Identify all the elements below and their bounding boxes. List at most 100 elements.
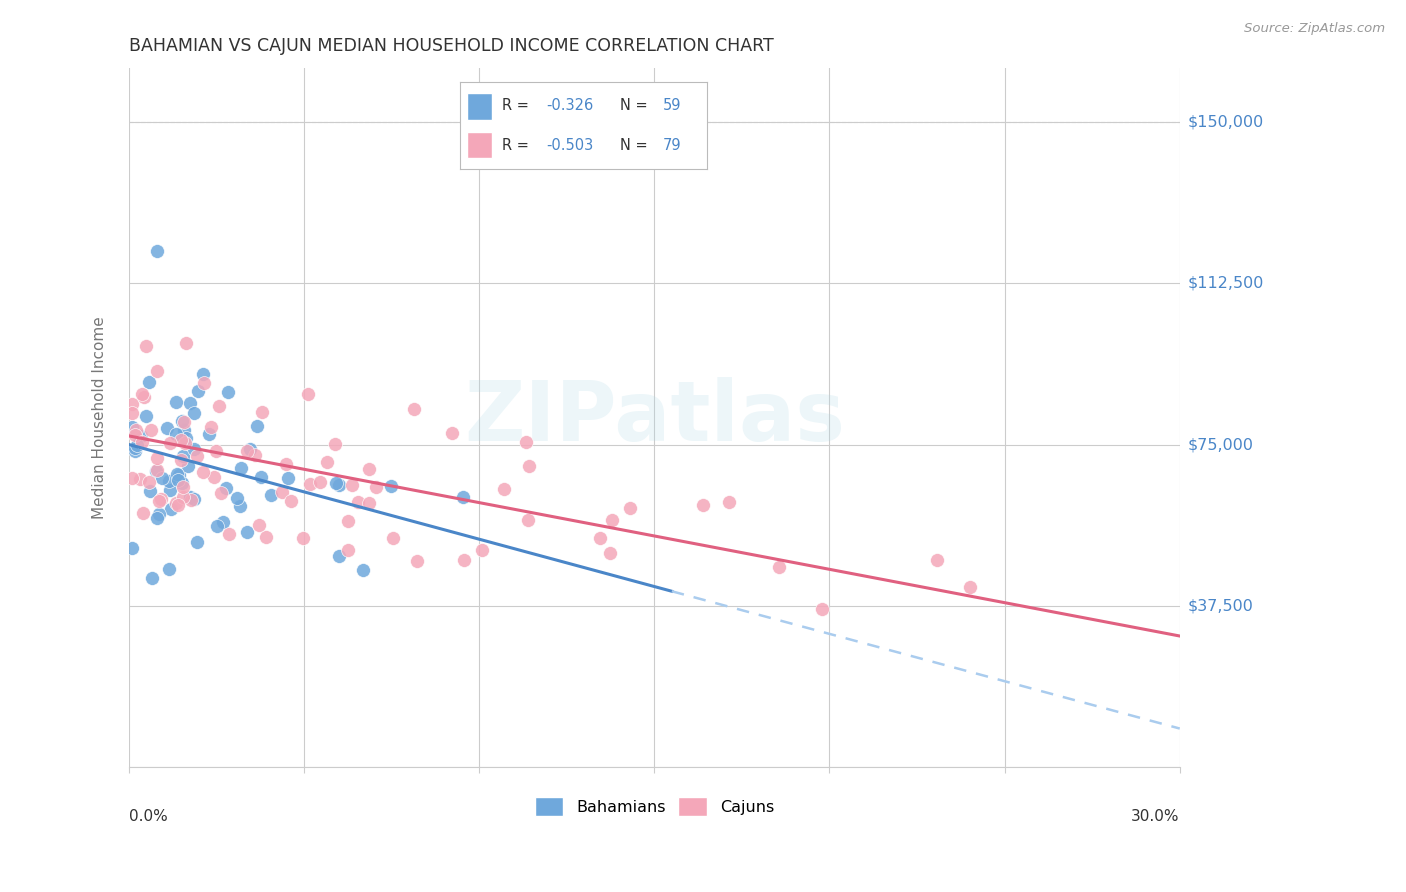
- Text: BAHAMIAN VS CAJUN MEDIAN HOUSEHOLD INCOME CORRELATION CHART: BAHAMIAN VS CAJUN MEDIAN HOUSEHOLD INCOM…: [129, 37, 773, 55]
- Point: [492, 483, 515, 497]
- Point: [211, 515, 233, 529]
- Point: [692, 498, 714, 512]
- Point: [364, 480, 387, 494]
- Point: [298, 477, 321, 491]
- Point: [328, 477, 350, 491]
- Point: [193, 367, 215, 381]
- Point: [125, 423, 148, 437]
- Point: [193, 376, 215, 391]
- Point: [149, 492, 172, 507]
- Point: [198, 427, 221, 442]
- Point: [309, 475, 332, 489]
- Point: [150, 470, 173, 484]
- Point: [165, 496, 187, 510]
- Point: [174, 431, 197, 445]
- Point: [280, 493, 302, 508]
- Text: ZIPatlas: ZIPatlas: [464, 377, 845, 458]
- Point: [226, 491, 249, 506]
- Point: [402, 402, 425, 417]
- Point: [173, 423, 195, 437]
- Point: [132, 506, 155, 520]
- Point: [156, 421, 179, 435]
- Point: [315, 455, 337, 469]
- Text: Source: ZipAtlas.com: Source: ZipAtlas.com: [1244, 22, 1385, 36]
- Point: [146, 450, 169, 465]
- Point: [183, 442, 205, 456]
- Point: [172, 490, 194, 504]
- Point: [165, 395, 187, 409]
- Point: [148, 507, 170, 521]
- Point: [337, 543, 360, 558]
- Point: [254, 530, 277, 544]
- Point: [323, 437, 346, 451]
- Point: [405, 554, 427, 568]
- Point: [157, 562, 180, 576]
- Point: [357, 462, 380, 476]
- Point: [325, 475, 347, 490]
- Point: [172, 449, 194, 463]
- Point: [250, 405, 273, 419]
- Point: [589, 531, 612, 545]
- Text: $112,500: $112,500: [1188, 276, 1264, 291]
- Point: [243, 448, 266, 462]
- Text: $37,500: $37,500: [1188, 599, 1254, 614]
- Point: [274, 457, 297, 471]
- Point: [200, 420, 222, 434]
- Point: [121, 397, 143, 411]
- Point: [277, 471, 299, 485]
- Point: [292, 531, 315, 545]
- Point: [124, 444, 146, 458]
- Text: $75,000: $75,000: [1188, 437, 1254, 452]
- Point: [380, 479, 402, 493]
- Point: [141, 571, 163, 585]
- Point: [146, 364, 169, 378]
- Point: [247, 517, 270, 532]
- Point: [146, 511, 169, 525]
- Point: [139, 424, 162, 438]
- Point: [172, 480, 194, 494]
- Point: [165, 427, 187, 442]
- Point: [135, 338, 157, 352]
- Point: [959, 580, 981, 594]
- Point: [599, 546, 621, 560]
- Point: [173, 415, 195, 429]
- Point: [208, 399, 231, 413]
- Point: [260, 488, 283, 502]
- Point: [159, 436, 181, 450]
- Point: [132, 390, 155, 404]
- Point: [138, 375, 160, 389]
- Text: $150,000: $150,000: [1188, 114, 1264, 129]
- Point: [146, 244, 169, 258]
- Point: [236, 525, 259, 540]
- Point: [229, 500, 252, 514]
- Point: [170, 453, 193, 467]
- Point: [186, 534, 208, 549]
- Point: [471, 543, 494, 558]
- Point: [246, 419, 269, 434]
- Point: [187, 384, 209, 398]
- Point: [146, 462, 169, 476]
- Point: [121, 471, 143, 485]
- Point: [205, 444, 228, 458]
- Point: [927, 553, 949, 567]
- Point: [337, 514, 360, 528]
- Point: [121, 420, 143, 434]
- Point: [236, 444, 259, 458]
- Point: [174, 436, 197, 450]
- Point: [124, 428, 146, 442]
- Point: [515, 434, 537, 449]
- Point: [250, 470, 273, 484]
- Point: [217, 385, 239, 400]
- Legend: Bahamians, Cajuns: Bahamians, Cajuns: [529, 791, 780, 822]
- Point: [170, 475, 193, 490]
- Point: [209, 485, 232, 500]
- Point: [440, 425, 463, 440]
- Point: [271, 485, 294, 500]
- Point: [131, 435, 153, 450]
- Point: [183, 406, 205, 420]
- Point: [160, 502, 183, 516]
- Point: [124, 441, 146, 455]
- Point: [191, 465, 214, 479]
- Y-axis label: Median Household Income: Median Household Income: [93, 317, 107, 519]
- Point: [768, 560, 790, 574]
